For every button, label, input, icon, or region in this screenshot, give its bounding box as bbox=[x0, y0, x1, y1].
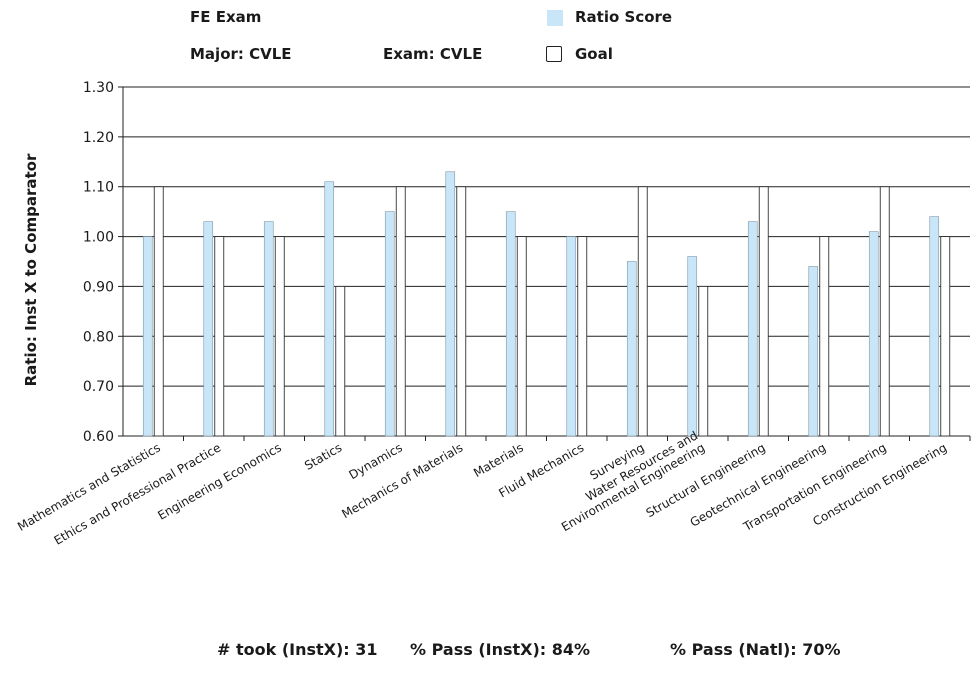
x-tick-label: Statics bbox=[302, 440, 344, 472]
ratio-score-bar bbox=[445, 171, 456, 437]
goal-bar bbox=[516, 236, 527, 437]
y-tick-label: 1.10 bbox=[83, 180, 114, 196]
exam-title: FE Exam bbox=[190, 8, 262, 26]
y-tick-label: 1.30 bbox=[83, 80, 114, 96]
footer-took-count: # took (InstX): 31 bbox=[217, 640, 378, 659]
goal-bar bbox=[879, 186, 890, 437]
y-tick-label: 0.90 bbox=[83, 279, 114, 295]
ratio-score-bar bbox=[566, 236, 577, 437]
goal-bar bbox=[274, 236, 285, 437]
ratio-score-bar bbox=[687, 256, 698, 437]
ratio-score-bar bbox=[142, 236, 153, 437]
legend-swatch-goal bbox=[546, 46, 562, 62]
legend-label-ratio-score: Ratio Score bbox=[575, 8, 673, 26]
y-tick-label: 0.60 bbox=[83, 429, 114, 445]
legend-swatch-ratio-score bbox=[547, 10, 563, 26]
goal-bar bbox=[456, 186, 467, 437]
ratio-score-bar bbox=[929, 216, 940, 437]
ratio-score-bar bbox=[747, 221, 758, 437]
ratio-score-bar bbox=[324, 181, 335, 437]
ratio-score-bar bbox=[868, 231, 879, 437]
major-label: Major: CVLE bbox=[190, 45, 292, 63]
ratio-score-bar bbox=[808, 266, 819, 437]
y-tick-label: 1.20 bbox=[83, 130, 114, 146]
goal-bar bbox=[335, 285, 346, 437]
goal-bar bbox=[395, 186, 406, 437]
goal-bar bbox=[637, 186, 648, 437]
goal-bar bbox=[577, 236, 588, 437]
ratio-score-bar bbox=[384, 211, 395, 437]
y-tick-label: 0.70 bbox=[83, 379, 114, 395]
goal-bar bbox=[698, 285, 709, 437]
y-tick-label: 0.80 bbox=[83, 329, 114, 345]
goal-bar bbox=[153, 186, 164, 437]
footer-pass-natl: % Pass (Natl): 70% bbox=[670, 640, 841, 659]
y-tick-label: 1.00 bbox=[83, 230, 114, 246]
goal-bar bbox=[940, 236, 951, 437]
x-tick-label: Materials bbox=[471, 440, 526, 480]
goal-bar bbox=[758, 186, 769, 437]
exam-label: Exam: CVLE bbox=[383, 45, 483, 63]
ratio-score-bar bbox=[203, 221, 214, 437]
goal-bar bbox=[819, 236, 830, 437]
ratio-score-bar bbox=[505, 211, 516, 437]
goal-bar bbox=[214, 236, 225, 437]
legend-label-goal: Goal bbox=[575, 45, 613, 63]
ratio-score-bar bbox=[626, 261, 637, 437]
ratio-score-bar bbox=[263, 221, 274, 437]
footer-pass-instx: % Pass (InstX): 84% bbox=[410, 640, 591, 659]
